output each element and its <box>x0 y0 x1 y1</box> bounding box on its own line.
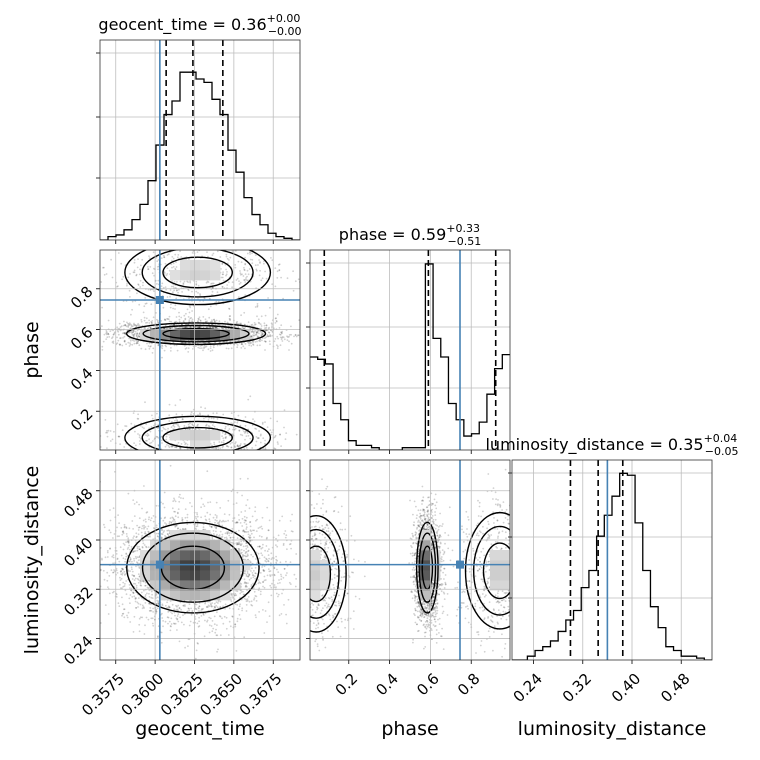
hist-panel-geocent_time <box>96 39 301 244</box>
joint-phase-vs-luminosity_distance <box>306 459 511 664</box>
xtick-label-phase: 0.2 <box>332 670 362 700</box>
contour-2-2 <box>124 415 272 450</box>
truth-marker <box>155 560 164 569</box>
contour-0-0 <box>162 327 230 340</box>
contour-0-1 <box>142 324 250 343</box>
hist-panel-luminosity_distance <box>508 459 713 664</box>
contours <box>124 250 272 450</box>
contour-2-0 <box>162 426 233 449</box>
joint-geocent_time-vs-luminosity_distance-plot-area <box>100 460 300 660</box>
histogram-step-phase <box>310 263 510 450</box>
contours <box>310 511 510 633</box>
truth-marker <box>456 560 464 569</box>
contour-1-0 <box>162 256 233 289</box>
truth-marker <box>155 296 164 304</box>
diagonal-titles: geocent_time = 0.36+0.00 −0.00 phase = 0.5… <box>98 12 738 458</box>
scatter-samples <box>310 468 510 658</box>
contour-1-1 <box>141 250 254 298</box>
xtick-label-geocent_time: 0.3650 <box>196 670 246 720</box>
ytick-label-luminosity_distance: 0.40 <box>60 534 96 570</box>
xtick-label-luminosity_distance: 0.32 <box>559 670 595 706</box>
joint-geocent_time-vs-phase-plot-area <box>100 250 300 450</box>
xaxis-label-phase: phase <box>381 718 438 740</box>
contour-1-1 <box>472 525 510 616</box>
joint-phase-vs-luminosity_distance-plot-area <box>310 460 510 660</box>
hist-geocent_time-plot-area <box>100 40 300 240</box>
title-luminosity_distance: luminosity_distance = 0.35+0.04 −0.05 <box>485 432 738 458</box>
joint-geocent_time-vs-phase <box>96 249 301 454</box>
contour-0-1 <box>418 532 437 603</box>
ytick-label-luminosity_distance: 0.48 <box>60 485 96 521</box>
ytick-label-phase: 0.2 <box>67 405 97 435</box>
hist-geocent_time-frame <box>99 39 301 241</box>
yaxis-label-luminosity_distance: luminosity_distance <box>21 466 43 655</box>
ytick-label-phase: 0.6 <box>67 323 97 353</box>
contour-1-2 <box>124 250 272 306</box>
yaxis-label-phase: phase <box>21 321 43 378</box>
histogram-step-luminosity_distance <box>512 472 712 660</box>
contour-0-1 <box>141 532 245 603</box>
xtick-label-geocent_time: 0.3600 <box>118 670 168 720</box>
hist-phase-frame <box>309 249 511 451</box>
contour-2-1 <box>141 420 254 450</box>
contour-1-2 <box>464 511 510 630</box>
ytick-label-phase: 0.8 <box>67 283 97 313</box>
panels <box>96 39 713 664</box>
xtick-label-phase: 0.6 <box>413 670 443 700</box>
xtick-label-geocent_time: 0.3575 <box>78 670 128 720</box>
hist-luminosity_distance-plot-area <box>512 460 712 660</box>
title-geocent_time: geocent_time = 0.36+0.00 −0.00 <box>98 12 301 38</box>
axis-labels: geocent_time phase luminosity_distancephas… <box>21 321 706 740</box>
xaxis-label-luminosity_distance: luminosity_distance <box>518 718 707 740</box>
joint-geocent_time-vs-luminosity_distance-frame <box>99 459 301 661</box>
contour-2-0 <box>310 545 332 603</box>
xtick-label-luminosity_distance: 0.48 <box>657 670 693 706</box>
histogram-step-geocent_time <box>100 71 300 240</box>
ytick-label-luminosity_distance: 0.24 <box>60 632 96 668</box>
hist-luminosity_distance-frame <box>511 459 713 661</box>
xaxis-label-geocent_time: geocent_time <box>135 718 264 740</box>
title-phase: phase = 0.59+0.33 −0.51 <box>339 222 481 248</box>
ytick-label-phase: 0.4 <box>67 364 97 394</box>
joint-phase-vs-luminosity_distance-frame <box>309 459 511 661</box>
joint-geocent_time-vs-luminosity_distance <box>96 459 301 664</box>
xtick-label-phase: 0.8 <box>454 670 484 700</box>
joint-geocent_time-vs-phase-frame <box>99 249 301 451</box>
contour-0-2 <box>415 521 439 614</box>
hist-panel-phase <box>306 249 511 454</box>
xtick-label-geocent_time: 0.3675 <box>236 670 286 720</box>
xtick-label-luminosity_distance: 0.40 <box>608 670 644 706</box>
contour-2-2 <box>310 515 347 633</box>
ytick-label-luminosity_distance: 0.32 <box>60 583 96 619</box>
contour-1-0 <box>482 542 510 600</box>
xtick-label-luminosity_distance: 0.24 <box>510 670 546 706</box>
xtick-label-geocent_time: 0.3625 <box>157 670 207 720</box>
xtick-label-phase: 0.4 <box>372 670 402 700</box>
contour-0-2 <box>125 322 267 346</box>
hist-phase-plot-area <box>310 250 510 450</box>
contour-0-2 <box>126 521 260 614</box>
contour-2-1 <box>310 528 340 619</box>
